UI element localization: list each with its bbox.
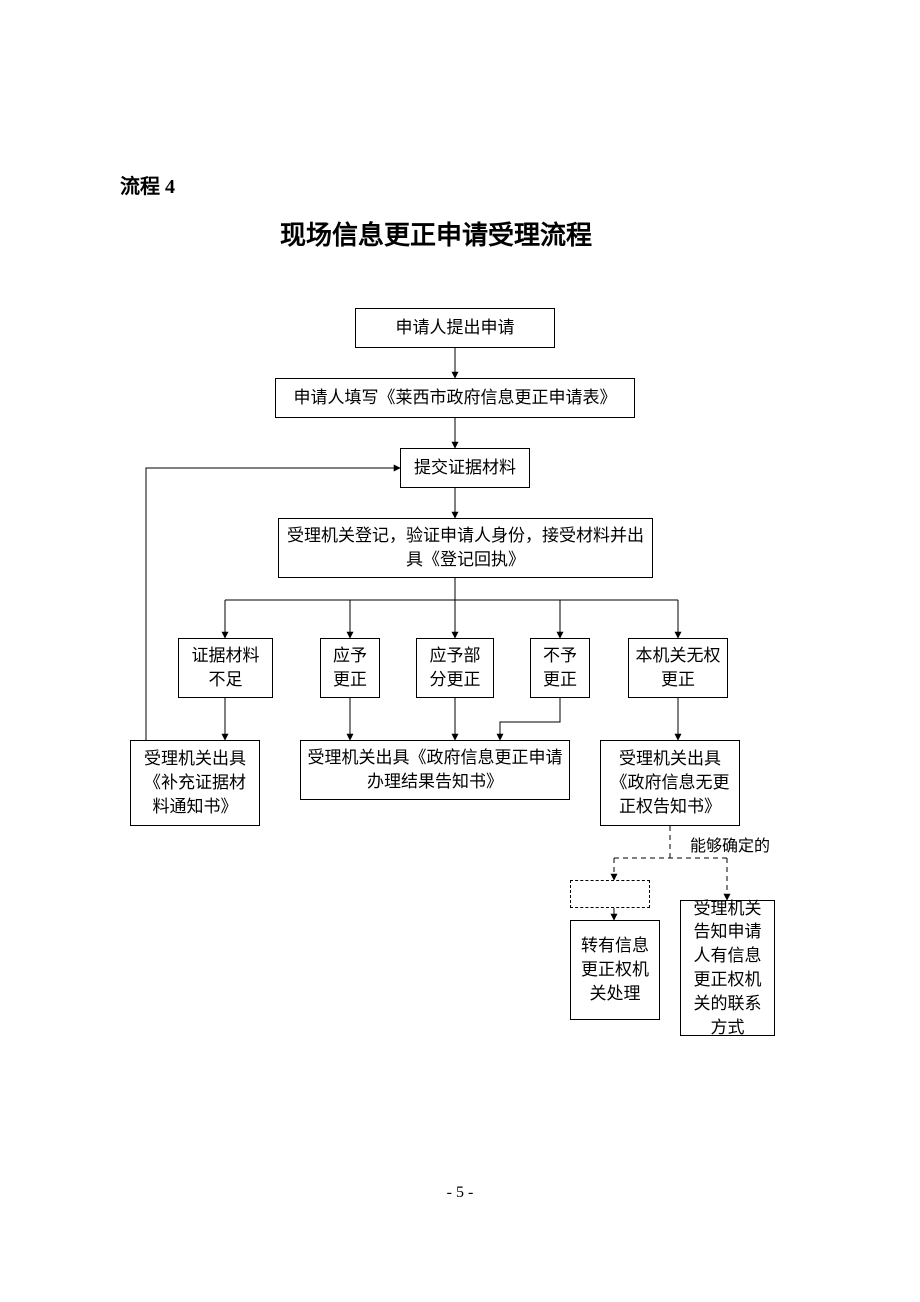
node-o2: 受理机关出具《政府信息更正申请办理结果告知书》	[300, 740, 570, 800]
section-heading: 流程 4	[120, 170, 175, 199]
node-n2: 申请人填写《莱西市政府信息更正申请表》	[275, 378, 635, 418]
node-o3: 受理机关出具《政府信息无更正权告知书》	[600, 740, 740, 826]
node-b4: 不予更正	[530, 638, 590, 698]
page: 流程 4 现场信息更正申请受理流程 申请人提出申请申请人填写《莱西市政府信息更正…	[0, 0, 920, 1302]
node-n1: 申请人提出申请	[355, 308, 555, 348]
node-b1: 证据材料不足	[178, 638, 273, 698]
edge-label: 能够确定的	[690, 832, 770, 856]
node-d1	[570, 880, 650, 908]
flowchart-title: 现场信息更正申请受理流程	[280, 215, 592, 252]
node-f1: 转有信息更正权机关处理	[570, 920, 660, 1020]
node-b2: 应予更正	[320, 638, 380, 698]
node-b5: 本机关无权更正	[628, 638, 728, 698]
node-n3: 提交证据材料	[400, 448, 530, 488]
page-number: - 5 -	[0, 1184, 920, 1202]
node-o1: 受理机关出具《补充证据材料通知书》	[130, 740, 260, 826]
node-n4: 受理机关登记，验证申请人身份，接受材料并出具《登记回执》	[278, 518, 653, 578]
edge	[500, 698, 560, 740]
node-f2: 受理机关告知申请人有信息更正权机关的联系方式	[680, 900, 775, 1036]
node-b3: 应予部分更正	[416, 638, 494, 698]
